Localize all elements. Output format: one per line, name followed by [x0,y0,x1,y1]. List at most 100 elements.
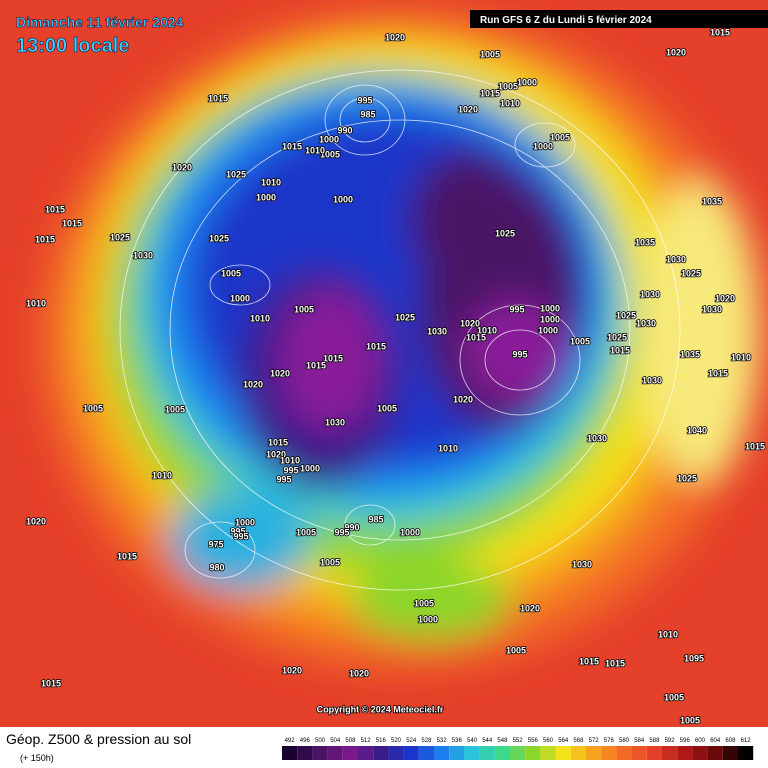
isobar-label: 1010 [305,145,325,155]
isobar-label: 995 [233,531,248,541]
colorbar-label: 560 [543,738,554,744]
isobar-label: 1010 [731,352,751,362]
isobar-label: 1005 [680,715,700,725]
isobar-label: 1005 [320,149,340,159]
isobar-label: 1005 [506,645,526,655]
colorbar-cell [449,746,465,760]
colorbar-label: 520 [391,738,402,744]
isobar-label: 1025 [607,332,627,342]
legend-title: Géop. Z500 & pression au sol [6,731,191,747]
isobar-label: 995 [357,95,372,105]
run-info: Run GFS 6 Z du Lundi 5 février 2024 [480,15,652,26]
isobar-label: 1015 [306,360,326,370]
isobar-label: 1000 [333,194,353,204]
isobar-label: 1025 [110,232,130,242]
colorbar-cell [722,746,738,760]
isobar-label: 995 [512,349,527,359]
isobar-label: 1020 [458,104,478,114]
colorbar-label: 524 [406,738,417,744]
colorbar-label: 576 [604,738,615,744]
isobar-label: 1030 [666,254,686,264]
colorbar-label: 504 [330,738,341,744]
colorbar-cell [494,746,510,760]
isobar-label: 1015 [745,441,765,451]
colorbar-label: 496 [300,738,311,744]
isobar-label: 1000 [319,134,339,144]
isobar-label: 1020 [266,449,286,459]
isobar-label: 1030 [325,417,345,427]
isobar-label: 1000 [418,614,438,624]
isobar-label: 985 [368,514,383,524]
colorbar-cell [434,746,450,760]
colorbar-cell [464,746,480,760]
isobar-label: 1030 [427,326,447,336]
colorbar-cell [707,746,723,760]
colorbar-cell [601,746,617,760]
colorbar-cell [631,746,647,760]
colorbar-cell [373,746,389,760]
isobar-label: 1000 [538,325,558,335]
colorbar-label: 516 [376,738,387,744]
colorbar-cell [312,746,328,760]
isobar-label: 1040 [687,425,707,435]
colorbar-cell [692,746,708,760]
isobar-label: 1030 [640,289,660,299]
isobar-label: 1020 [270,368,290,378]
isobar-label: 975 [208,539,223,549]
isobar-label: 1015 [62,218,82,228]
colorbar-cell [677,746,693,760]
isobar-label: 1000 [300,463,320,473]
colorbar-label: 592 [665,738,676,744]
colorbar-label: 500 [315,738,326,744]
time-title: 13:00 locale [16,35,129,57]
isobar-label: 1015 [45,204,65,214]
isobar-label: 1005 [480,49,500,59]
isobar-label: 1015 [466,332,486,342]
colorbar-label: 548 [497,738,508,744]
colorbar-label: 588 [649,738,660,744]
isobar-label: 980 [209,562,224,572]
colorbar-cell [525,746,541,760]
isobar-label: 995 [230,526,245,536]
isobar-label: 1005 [570,336,590,346]
isobar-label: 1015 [366,341,386,351]
colorbar-label: 492 [285,738,296,744]
isobar-label: 985 [360,109,375,119]
isobar-label: 1020 [453,394,473,404]
isobar-label: 1035 [680,349,700,359]
isobar-label: 1035 [635,237,655,247]
colorbar-cell [388,746,404,760]
isobar-label: 1020 [385,32,405,42]
isobar-label: 1020 [520,603,540,613]
colorbar-label: 572 [589,738,600,744]
isobar-label: 1010 [280,455,300,465]
isobar-label: 1005 [320,557,340,567]
isobar-label: 1030 [642,375,662,385]
colorbar-label: 536 [452,738,463,744]
colorbar-label: 580 [619,738,630,744]
isobar-label: 1015 [323,353,343,363]
colorbar-label: 512 [361,738,372,744]
isobar-label: 1010 [26,298,46,308]
colorbar-cell [358,746,374,760]
isobar-label: 1030 [702,304,722,314]
colorbar-cell [646,746,662,760]
colorbar-label: 564 [558,738,569,744]
isobar-label: 1005 [550,132,570,142]
isobar-label: 1010 [500,98,520,108]
isobar-label: 1005 [498,81,518,91]
colorbar-cell [662,746,678,760]
isobar-label: 1030 [572,559,592,569]
colorbar-cell [282,746,298,760]
colorbar-cell [510,746,526,760]
colorbar-label: 532 [437,738,448,744]
isobar-label: 1020 [243,379,263,389]
isobar-label: 1015 [268,437,288,447]
isobar-label: 1020 [172,162,192,172]
colorbar-label: 584 [634,738,645,744]
colorbar-label: 556 [528,738,539,744]
isobar-label: 1005 [165,404,185,414]
isobar-label: 1005 [377,403,397,413]
isobar-label: 1000 [540,314,560,324]
